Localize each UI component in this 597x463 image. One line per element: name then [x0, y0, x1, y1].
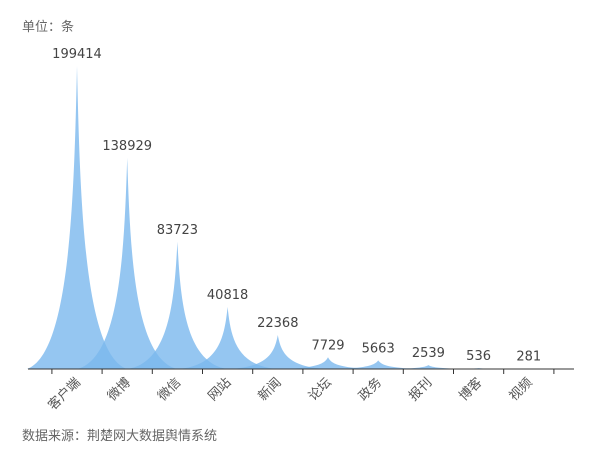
category-label-网站: 网站: [205, 375, 234, 404]
spike-论坛: [278, 357, 378, 369]
data-label-新闻: 22368: [257, 316, 298, 331]
data-label-网站: 40818: [207, 288, 248, 303]
spike-新闻: [227, 335, 328, 369]
category-label-客户端: 客户端: [45, 375, 84, 414]
spike-客户端: [27, 66, 127, 369]
data-label-政务: 5663: [362, 341, 395, 356]
data-source-label: 数据来源：荆楚网大数据舆情系统: [22, 429, 218, 444]
spike-网站: [177, 306, 278, 369]
category-label-微博: 微博: [105, 375, 134, 404]
spike-报刊: [378, 365, 479, 369]
category-label-论坛: 论坛: [306, 375, 335, 404]
data-label-博客: 536: [466, 349, 491, 364]
data-label-论坛: 7729: [311, 338, 344, 353]
data-label-客户端: 199414: [52, 47, 102, 62]
category-label-博客: 博客: [456, 375, 486, 405]
data-label-视频: 281: [516, 350, 541, 365]
category-label-微信: 微信: [155, 375, 184, 404]
category-label-政务: 政务: [355, 375, 385, 405]
spike-微信: [127, 241, 228, 369]
unit-label: 单位：条: [22, 20, 75, 35]
data-label-微博: 138929: [102, 139, 152, 154]
category-label-新闻: 新闻: [255, 375, 285, 405]
spike-微博: [77, 157, 178, 369]
data-label-报刊: 2539: [412, 346, 445, 361]
spike-政务: [328, 360, 429, 369]
category-label-报刊: 报刊: [406, 375, 435, 404]
category-label-视频: 视频: [507, 375, 536, 404]
data-label-微信: 83723: [157, 223, 198, 238]
